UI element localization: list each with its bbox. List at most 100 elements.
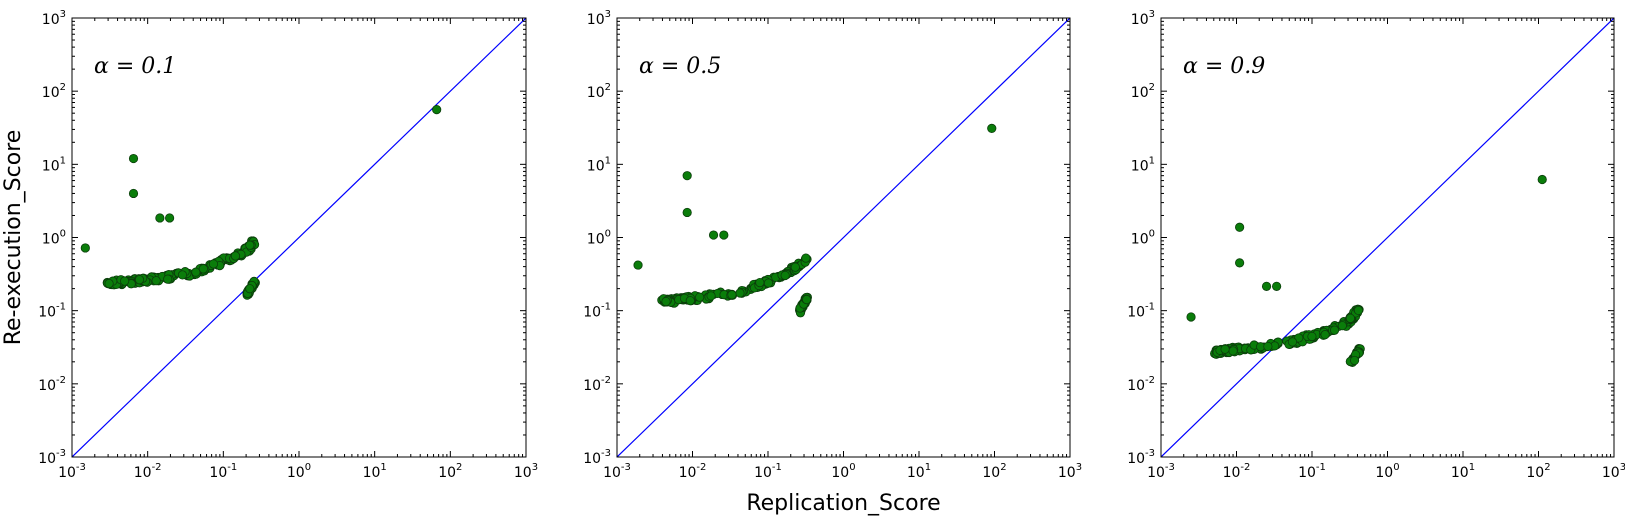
- x-tick-label: 101: [363, 462, 387, 481]
- alpha-annotation: α = 0.9: [1183, 54, 1265, 79]
- plot-frame: [71, 17, 527, 458]
- scatter-point: [120, 276, 130, 286]
- y-axis-label: Re-execution_Score: [1, 130, 26, 346]
- y-tick-label: 103: [587, 9, 611, 28]
- scatter-point: [780, 270, 790, 281]
- y-tick-label: 102: [1131, 82, 1155, 101]
- scatter-point: [802, 295, 812, 305]
- x-tick-label: 103: [514, 462, 538, 481]
- scatter-point: [1307, 331, 1317, 342]
- scatter-point: [763, 278, 774, 288]
- x-tick-label: 102: [982, 462, 1006, 481]
- x-tick-label: 103: [1058, 462, 1082, 481]
- plot-frame: [1160, 17, 1615, 458]
- scatter-point: [245, 240, 255, 250]
- scatter-point: [198, 264, 208, 274]
- scatter-point: [163, 274, 173, 284]
- scatter-point: [1349, 355, 1360, 366]
- y-tick-label: 10-2: [38, 375, 66, 394]
- scatter-point-outlier: [128, 188, 139, 199]
- scatter-point: [191, 267, 201, 277]
- x-tick-label: 102: [438, 462, 462, 481]
- x-tick-label: 10-3: [58, 462, 86, 481]
- y-tick-label: 10-1: [583, 302, 611, 321]
- scatter-point: [790, 262, 800, 272]
- x-tick-label: 10-3: [603, 462, 631, 481]
- scatter-point: [755, 277, 765, 288]
- scatter-point: [695, 292, 705, 302]
- reference-line: [1161, 18, 1614, 457]
- x-tick-label: 10-2: [1223, 462, 1251, 481]
- scatter-point: [104, 278, 114, 289]
- y-tick-label: 10-2: [583, 375, 611, 394]
- scatter-point: [230, 251, 241, 261]
- y-tick-label: 10-2: [1127, 375, 1155, 394]
- scatter-point-outlier: [80, 243, 90, 253]
- y-tick-label: 10-1: [38, 302, 66, 321]
- x-tick-label: 100: [287, 462, 311, 481]
- y-tick-label: 102: [42, 82, 66, 101]
- scatter-point: [1353, 305, 1364, 316]
- chart-panel-2: 10-3 10-2 10-1 100 101 102 103 10-3 10-2 10-1 100 1…: [583, 9, 1082, 516]
- scatter-point: [1337, 321, 1347, 331]
- y-tick-label: 100: [42, 229, 66, 248]
- scatter-point-outlier: [682, 171, 692, 181]
- scatter-point-outlier: [708, 230, 719, 240]
- scatter-point: [685, 296, 695, 306]
- y-tick-label: 100: [587, 229, 611, 248]
- alpha-annotation: α = 0.1: [94, 54, 176, 79]
- scatter-point-outlier: [1186, 312, 1196, 322]
- x-tick-label: 10-1: [209, 462, 237, 481]
- y-tick-label: 103: [42, 9, 66, 28]
- scatter-point-outlier: [432, 104, 442, 115]
- chart-panel-3: 10-3 10-2 10-1 100 101 102 103 10-3 10-2 10-1 100 1…: [1127, 9, 1625, 481]
- scatter-point: [134, 275, 145, 285]
- scatter-point: [1345, 313, 1355, 323]
- scatter-point-outlier: [165, 213, 175, 223]
- scatter-point: [208, 259, 219, 269]
- scatter-point: [1320, 330, 1330, 340]
- scatter-point: [1329, 325, 1340, 335]
- x-tick-label: 103: [1602, 462, 1625, 481]
- x-axis-label: Replication_Score: [746, 491, 940, 516]
- scatter-point: [245, 284, 255, 294]
- scatter-point: [706, 291, 716, 301]
- y-tick-label: 101: [587, 155, 611, 174]
- scatter-point: [1228, 346, 1238, 356]
- y-tick-label: 103: [1131, 9, 1155, 28]
- y-tick-label: 101: [1131, 155, 1155, 174]
- y-tick-label: 102: [587, 82, 611, 101]
- scatter-point-outlier: [987, 123, 997, 133]
- scatter-point-outlier: [1235, 222, 1245, 232]
- alpha-annotation: α = 0.5: [639, 54, 721, 79]
- scatter-point-outlier: [1235, 258, 1245, 268]
- scatter-point-outlier: [1537, 174, 1547, 185]
- y-tick-label: 100: [1131, 229, 1155, 248]
- x-tick-label: 10-2: [679, 462, 707, 481]
- x-tick-label: 10-3: [1147, 462, 1175, 481]
- scatter-point: [727, 290, 737, 300]
- scatter-point-outlier: [1272, 281, 1282, 291]
- reference-line: [72, 18, 526, 457]
- x-tick-label: 10-2: [134, 462, 162, 481]
- x-tick-label: 101: [907, 462, 931, 481]
- x-tick-label: 10-1: [1298, 462, 1326, 481]
- scatter-point: [801, 253, 811, 263]
- y-tick-label: 10-1: [1127, 302, 1155, 321]
- scatter-point-outlier: [128, 153, 139, 164]
- y-tick-label: 10-3: [1127, 448, 1155, 467]
- chart-panel-1: 10-3 10-2 10-1 100 101 102 103 10-3 10-2 10-1 100 1…: [1, 9, 538, 481]
- scatter-point-outlier: [155, 213, 165, 223]
- x-tick-label: 10-1: [754, 462, 782, 481]
- scatter-point: [1220, 344, 1230, 354]
- y-tick-label: 10-3: [38, 448, 66, 467]
- scatter-point-outlier: [719, 230, 729, 240]
- plot-frame: [616, 17, 1071, 458]
- x-tick-label: 100: [831, 462, 855, 481]
- y-tick-label: 101: [42, 155, 66, 174]
- scatter-point: [1287, 337, 1298, 347]
- x-tick-label: 102: [1526, 462, 1550, 481]
- scatter-point-outlier: [1261, 281, 1272, 291]
- scatter-point: [735, 288, 745, 298]
